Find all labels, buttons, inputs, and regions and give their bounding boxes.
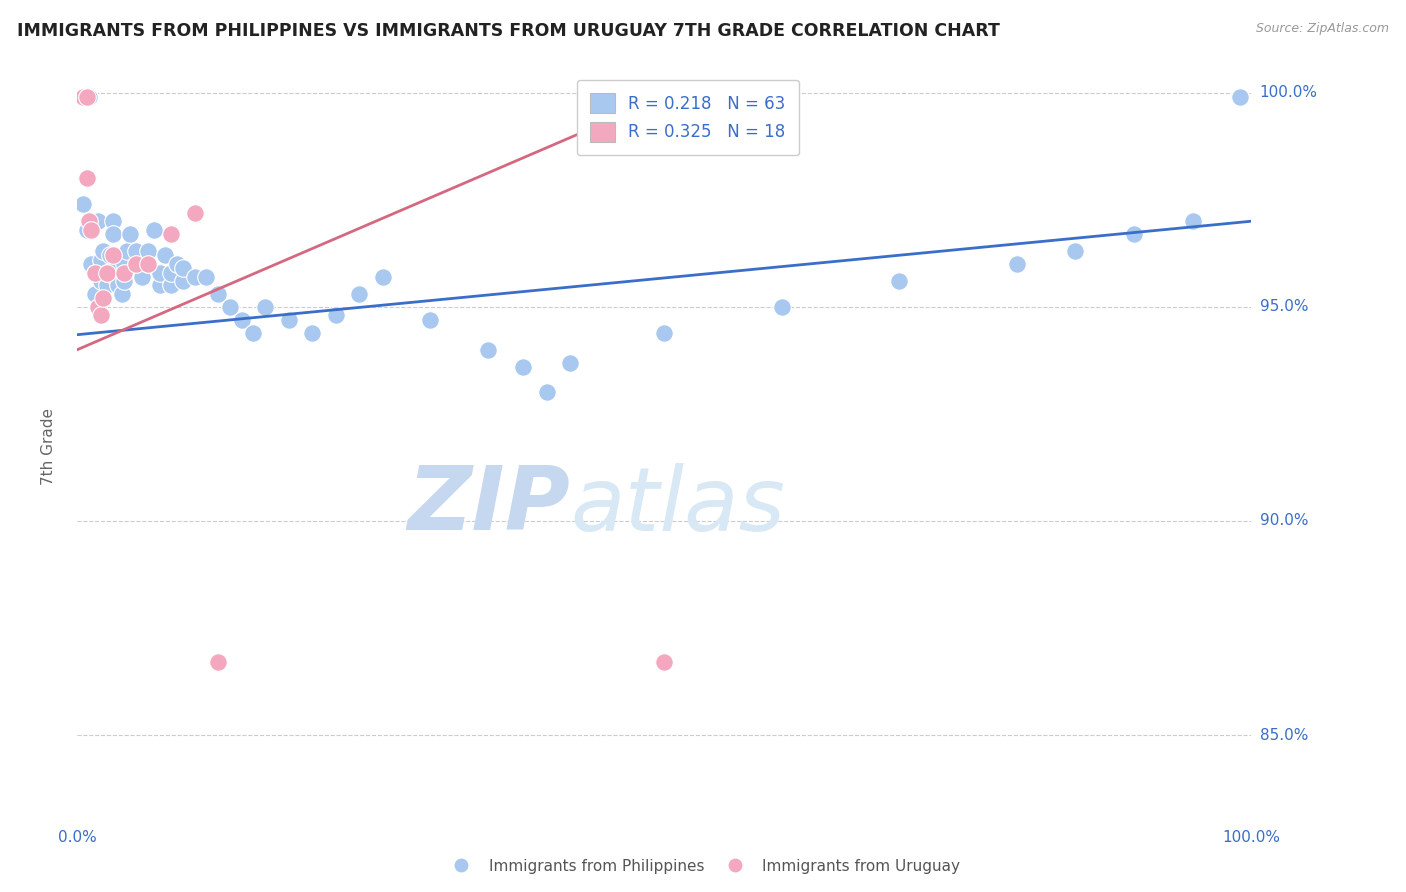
Text: ZIP: ZIP	[408, 462, 571, 549]
Point	[652, 326, 676, 340]
Point	[90, 309, 112, 323]
Point	[1005, 257, 1028, 271]
Legend: Immigrants from Philippines, Immigrants from Uruguay: Immigrants from Philippines, Immigrants …	[440, 853, 966, 880]
Point	[107, 278, 129, 293]
Point	[477, 343, 499, 357]
Point	[1181, 214, 1204, 228]
Point	[101, 227, 124, 241]
Point	[183, 205, 207, 219]
Point	[160, 227, 183, 241]
Text: 100.0%: 100.0%	[1260, 86, 1317, 100]
Point	[96, 266, 118, 280]
Point	[87, 214, 110, 228]
Point	[160, 266, 183, 280]
Text: atlas: atlas	[571, 463, 786, 549]
Point	[125, 257, 148, 271]
Point	[84, 266, 107, 280]
Point	[77, 90, 100, 104]
Text: Source: ZipAtlas.com: Source: ZipAtlas.com	[1256, 22, 1389, 36]
Point	[80, 223, 103, 237]
Point	[107, 257, 129, 271]
Point	[301, 326, 323, 340]
Point	[125, 257, 148, 271]
Point	[142, 223, 165, 237]
Point	[96, 278, 118, 293]
Text: 95.0%: 95.0%	[1260, 300, 1308, 314]
Point	[183, 269, 207, 284]
Point	[160, 278, 183, 293]
Point	[76, 223, 98, 237]
Point	[207, 287, 229, 301]
Point	[90, 252, 112, 267]
Point	[101, 214, 124, 228]
Point	[80, 257, 103, 271]
Point	[136, 257, 159, 271]
Point	[172, 274, 194, 288]
Point	[91, 291, 114, 305]
Point	[84, 287, 107, 301]
Text: IMMIGRANTS FROM PHILIPPINES VS IMMIGRANTS FROM URUGUAY 7TH GRADE CORRELATION CHA: IMMIGRANTS FROM PHILIPPINES VS IMMIGRANT…	[17, 22, 1000, 40]
Point	[125, 244, 148, 259]
Point	[172, 261, 194, 276]
Point	[155, 248, 177, 262]
Y-axis label: 7th Grade: 7th Grade	[42, 408, 56, 484]
Point	[115, 244, 138, 259]
Point	[77, 90, 100, 104]
Point	[104, 269, 127, 284]
Point	[72, 90, 94, 104]
Point	[652, 655, 676, 669]
Point	[1064, 244, 1087, 259]
Point	[98, 248, 121, 262]
Text: 90.0%: 90.0%	[1260, 514, 1308, 528]
Point	[419, 312, 441, 326]
Point	[72, 197, 94, 211]
Point	[112, 257, 135, 271]
Point	[207, 655, 229, 669]
Point	[277, 312, 299, 326]
Point	[242, 326, 264, 340]
Point	[371, 269, 394, 284]
Point	[1229, 90, 1251, 104]
Point	[325, 309, 347, 323]
Point	[120, 227, 142, 241]
Point	[101, 248, 124, 262]
Point	[254, 300, 277, 314]
Point	[560, 355, 582, 369]
Point	[148, 266, 170, 280]
Point	[536, 385, 558, 400]
Point	[112, 266, 135, 280]
Point	[166, 257, 188, 271]
Point	[90, 274, 112, 288]
Point	[512, 359, 534, 374]
Point	[111, 287, 134, 301]
Point	[76, 171, 98, 186]
Point	[231, 312, 253, 326]
Point	[76, 90, 98, 104]
Point	[84, 266, 107, 280]
Point	[136, 257, 159, 271]
Point	[1122, 227, 1144, 241]
Point	[112, 274, 135, 288]
Point	[77, 214, 100, 228]
Point	[219, 300, 242, 314]
Point	[87, 300, 110, 314]
Text: 85.0%: 85.0%	[1260, 728, 1308, 742]
Point	[148, 278, 170, 293]
Point	[347, 287, 370, 301]
Point	[770, 300, 793, 314]
Legend: R = 0.218   N = 63, R = 0.325   N = 18: R = 0.218 N = 63, R = 0.325 N = 18	[576, 79, 799, 155]
Point	[136, 244, 159, 259]
Point	[195, 269, 218, 284]
Point	[131, 269, 153, 284]
Point	[96, 266, 118, 280]
Point	[91, 244, 114, 259]
Point	[889, 274, 911, 288]
